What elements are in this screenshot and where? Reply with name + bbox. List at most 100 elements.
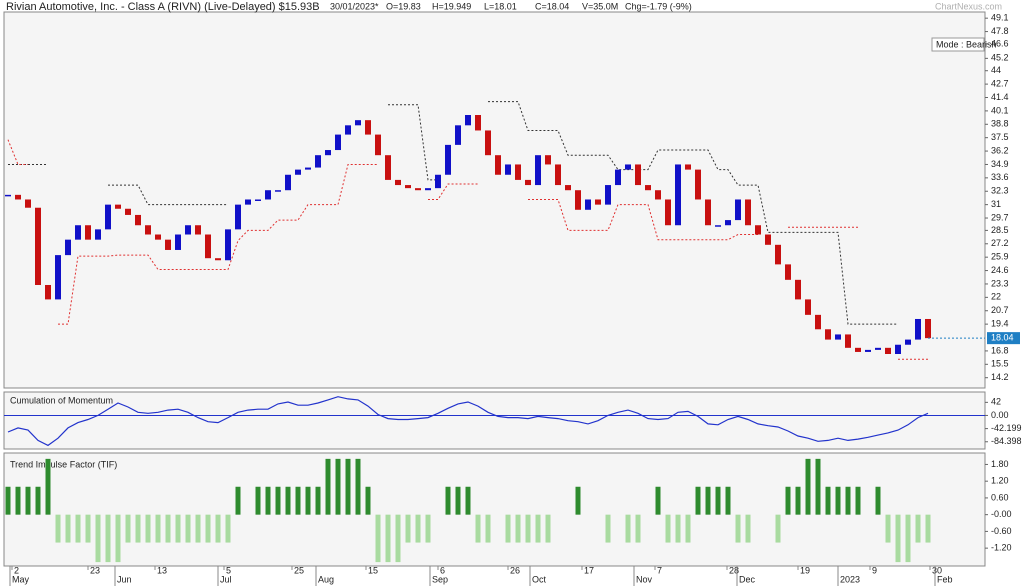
y-tick-label: 40.1 xyxy=(991,105,1009,115)
candle xyxy=(895,344,901,355)
y-tick-label: 24.6 xyxy=(991,265,1009,275)
tif-bar xyxy=(115,514,121,563)
tif-bar xyxy=(225,514,231,543)
candle xyxy=(395,179,401,186)
x-tick-label: 6 xyxy=(440,565,445,575)
last-price-label: 18.04 xyxy=(991,333,1014,343)
y-tick-label: 19.4 xyxy=(991,319,1009,329)
tif-bar xyxy=(535,514,541,543)
panel-title: Cumulation of Momentum xyxy=(10,395,113,405)
watermark: ChartNexus.com xyxy=(935,1,1002,11)
tif-bar xyxy=(305,486,311,515)
candle xyxy=(295,169,301,175)
price-panel xyxy=(3,11,986,389)
x-tick-label: 15 xyxy=(368,565,378,575)
candle xyxy=(725,220,731,226)
candle xyxy=(715,225,721,227)
candle xyxy=(265,190,271,200)
candle xyxy=(365,120,371,135)
tif-bar xyxy=(805,458,811,515)
tif-bar xyxy=(205,514,211,543)
x-tick-label: Feb xyxy=(937,574,953,584)
quote-field: 30/01/2023* xyxy=(330,1,379,11)
tif-bar xyxy=(335,458,341,515)
tif-bar xyxy=(475,514,481,543)
candle xyxy=(255,199,261,201)
x-tick-label: 2023 xyxy=(840,574,860,584)
quote-field: L=18.01 xyxy=(484,1,517,11)
tif-bar xyxy=(95,514,101,563)
y-tick-label: 23.3 xyxy=(991,278,1009,288)
y-tick-label: 0.60 xyxy=(991,492,1009,502)
tif-bar xyxy=(425,514,431,543)
y-tick-label: 41.4 xyxy=(991,92,1009,102)
tif-bar xyxy=(45,458,51,515)
candle xyxy=(525,179,531,186)
candle xyxy=(695,169,701,200)
quote-field: V=35.0M xyxy=(582,1,618,11)
tif-bar xyxy=(515,514,521,543)
x-tick-label: Sep xyxy=(432,574,448,584)
candle xyxy=(705,199,711,226)
tif-bar xyxy=(35,486,41,515)
candle xyxy=(125,208,131,215)
y-tick-label: 0.00 xyxy=(991,410,1009,420)
tif-bar xyxy=(545,514,551,543)
y-tick-label: 16.8 xyxy=(991,345,1009,355)
candle xyxy=(545,155,551,165)
quote-field: C=18.04 xyxy=(535,1,569,11)
tif-bar xyxy=(505,514,511,543)
candle xyxy=(515,164,521,180)
chart-title: Rivian Automotive, Inc. - Class A (RIVN)… xyxy=(6,1,320,13)
candle xyxy=(885,347,891,355)
tif-bar xyxy=(675,514,681,543)
x-tick-label: 7 xyxy=(657,565,662,575)
candle xyxy=(235,204,241,230)
quote-field: O=19.83 xyxy=(386,1,421,11)
candle xyxy=(845,334,851,348)
candle xyxy=(865,349,871,352)
tif-bar xyxy=(185,514,191,543)
y-tick-label: 32.3 xyxy=(991,186,1009,196)
y-tick-label: 45.2 xyxy=(991,53,1009,63)
tif-bar xyxy=(125,514,131,543)
y-tick-label: 44 xyxy=(991,65,1001,75)
last-price-box xyxy=(987,332,1020,345)
candle xyxy=(535,155,541,186)
candle xyxy=(465,115,471,126)
x-tick-label: 26 xyxy=(510,565,520,575)
tif-bar xyxy=(5,486,11,515)
candle xyxy=(335,134,341,151)
y-tick-label: 31 xyxy=(991,199,1001,209)
candle xyxy=(75,225,81,240)
x-tick-label: Oct xyxy=(532,574,547,584)
candle xyxy=(315,155,321,168)
y-tick-label: -1.20 xyxy=(991,543,1012,553)
candle xyxy=(375,134,381,156)
mode-label: Mode : Bearish xyxy=(936,39,997,49)
tif-bar xyxy=(75,514,81,543)
candle xyxy=(745,199,751,226)
momentum-line xyxy=(7,396,929,447)
tif-bar xyxy=(625,514,631,543)
tif-bar xyxy=(895,514,901,563)
candle xyxy=(555,164,561,186)
candle xyxy=(505,164,511,175)
tif-bar xyxy=(85,514,91,543)
tif-bar xyxy=(175,514,181,543)
candle xyxy=(795,279,801,300)
tif-bar xyxy=(365,486,371,515)
candle xyxy=(285,174,291,191)
x-tick-label: 19 xyxy=(800,565,810,575)
tif-bar xyxy=(725,486,731,515)
tif-bar xyxy=(65,514,71,543)
tif-bar xyxy=(285,486,291,515)
candle xyxy=(385,155,391,180)
candle xyxy=(565,185,571,191)
candle xyxy=(755,225,761,235)
tif-bar xyxy=(745,514,751,543)
y-tick-label: 29.7 xyxy=(991,212,1009,222)
tif-bar xyxy=(695,486,701,515)
candle xyxy=(495,155,501,175)
candle xyxy=(15,194,21,200)
